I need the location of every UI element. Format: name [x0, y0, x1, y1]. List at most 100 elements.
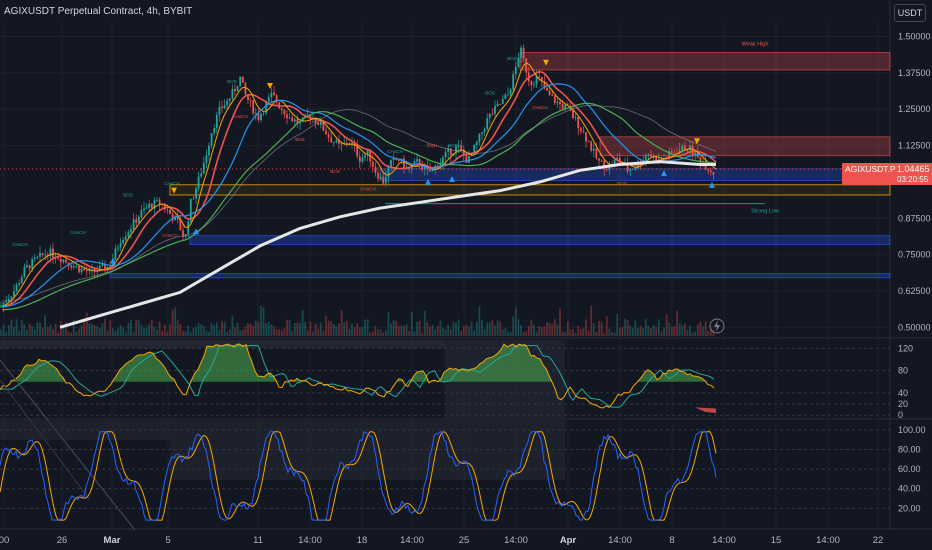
price-tick-label: 1.37500 — [898, 68, 931, 78]
candle-body — [351, 142, 353, 144]
stoch-tick-label: 80.00 — [898, 444, 921, 454]
volume-bar — [499, 321, 502, 336]
diagonal-line — [0, 359, 136, 531]
candle-body — [291, 117, 294, 122]
volume-bar — [189, 331, 192, 336]
volume-bar — [569, 329, 572, 336]
ema-extra-line — [1, 104, 717, 302]
time-tick-label: 14:00 — [298, 535, 322, 546]
candle-body — [31, 258, 34, 269]
down-triangle — [267, 82, 273, 89]
volume-bar — [20, 320, 23, 336]
volume-bar — [491, 320, 494, 336]
candle-body — [356, 146, 359, 157]
osc-tick-label: 120 — [898, 343, 913, 353]
candle-body — [18, 283, 21, 285]
candle-body — [127, 232, 130, 237]
candle-body — [681, 145, 684, 150]
volume-bar — [213, 325, 216, 336]
candle-body — [473, 145, 476, 154]
candle-body — [205, 155, 208, 163]
volume-bar — [135, 319, 138, 336]
volume-bar — [288, 320, 291, 336]
candle-body — [23, 267, 26, 277]
candle-body — [561, 104, 564, 109]
candle-body — [130, 229, 132, 233]
volume-bar — [252, 325, 255, 336]
volume-bar — [31, 326, 34, 336]
volume-bar — [65, 321, 67, 336]
candle-body — [629, 169, 632, 172]
volume-bar — [153, 326, 156, 336]
candle-body — [2, 302, 5, 306]
volume-bar — [663, 327, 665, 336]
candle-body — [208, 145, 210, 156]
volume-bar — [304, 321, 307, 336]
candle-body — [496, 103, 499, 107]
candle-body — [288, 117, 291, 119]
volume-bar — [13, 327, 15, 336]
structure-label: BOS — [485, 91, 495, 96]
candle-body — [156, 199, 158, 201]
candle-body — [158, 199, 161, 204]
time-tick-label: Apr — [560, 535, 577, 546]
up-triangle — [661, 170, 667, 177]
volume-bar — [603, 332, 606, 336]
candle-body — [522, 47, 525, 59]
candle-body — [10, 296, 13, 300]
volume-bar — [535, 331, 538, 336]
volume-bar — [416, 321, 418, 336]
volume-bar — [397, 325, 400, 336]
candle-body — [306, 115, 309, 116]
volume-bar — [26, 329, 28, 336]
volume-bar — [106, 330, 109, 336]
candle-body — [49, 248, 52, 257]
price-tick-label: 1.25000 — [898, 104, 931, 114]
volume-bar — [478, 306, 481, 336]
volume-bar — [228, 329, 231, 336]
time-tick-label: 00 — [0, 535, 9, 546]
volume-bar — [694, 331, 697, 336]
candle-body — [538, 76, 541, 78]
zone-rect — [109, 273, 891, 279]
candle-body — [273, 92, 275, 96]
candle-body — [530, 81, 533, 86]
candle-body — [44, 254, 47, 256]
volume-bar — [140, 324, 143, 336]
zone-rect — [189, 235, 891, 245]
price-axis[interactable]: 1.50000 1.37500 1.25000 1.12500 0.87500 0.750… — [898, 32, 931, 514]
volume-bar — [215, 322, 218, 336]
volume-bar — [197, 322, 200, 336]
candle-body — [712, 172, 715, 175]
volume-bar — [579, 328, 582, 336]
volume-bar — [631, 327, 634, 336]
candle-body — [387, 166, 390, 177]
volume-bar — [192, 328, 195, 336]
candle-body — [169, 210, 171, 215]
structure-label: EQH — [427, 143, 437, 148]
volume-bar — [208, 332, 210, 336]
volume-bar — [455, 322, 457, 336]
volume-bar — [104, 318, 106, 336]
candle-body — [691, 145, 694, 156]
price-tick-label: 1.50000 — [898, 32, 931, 42]
candle-body — [564, 104, 567, 109]
up-triangle — [425, 178, 431, 185]
currency-button[interactable]: USDT — [894, 4, 926, 22]
structure-label: BOS — [123, 192, 133, 197]
volume-bar — [241, 329, 244, 336]
volume-bar — [335, 325, 338, 336]
candle-body — [416, 159, 418, 162]
time-axis[interactable]: 00 26 Mar 5 11 14:00 18 14:00 25 14:00 Apr 14:00 8 14… — [0, 535, 883, 546]
volume-bar — [306, 330, 309, 336]
candle-body — [26, 265, 28, 268]
volume-bar — [616, 313, 619, 336]
oscillator-panel — [0, 340, 716, 531]
volume-bar — [36, 322, 39, 336]
volume-bar — [0, 329, 2, 336]
volume-bar — [626, 319, 629, 336]
candle-body — [59, 258, 62, 263]
candle-body — [0, 305, 2, 307]
lightning-icon[interactable] — [709, 318, 725, 334]
